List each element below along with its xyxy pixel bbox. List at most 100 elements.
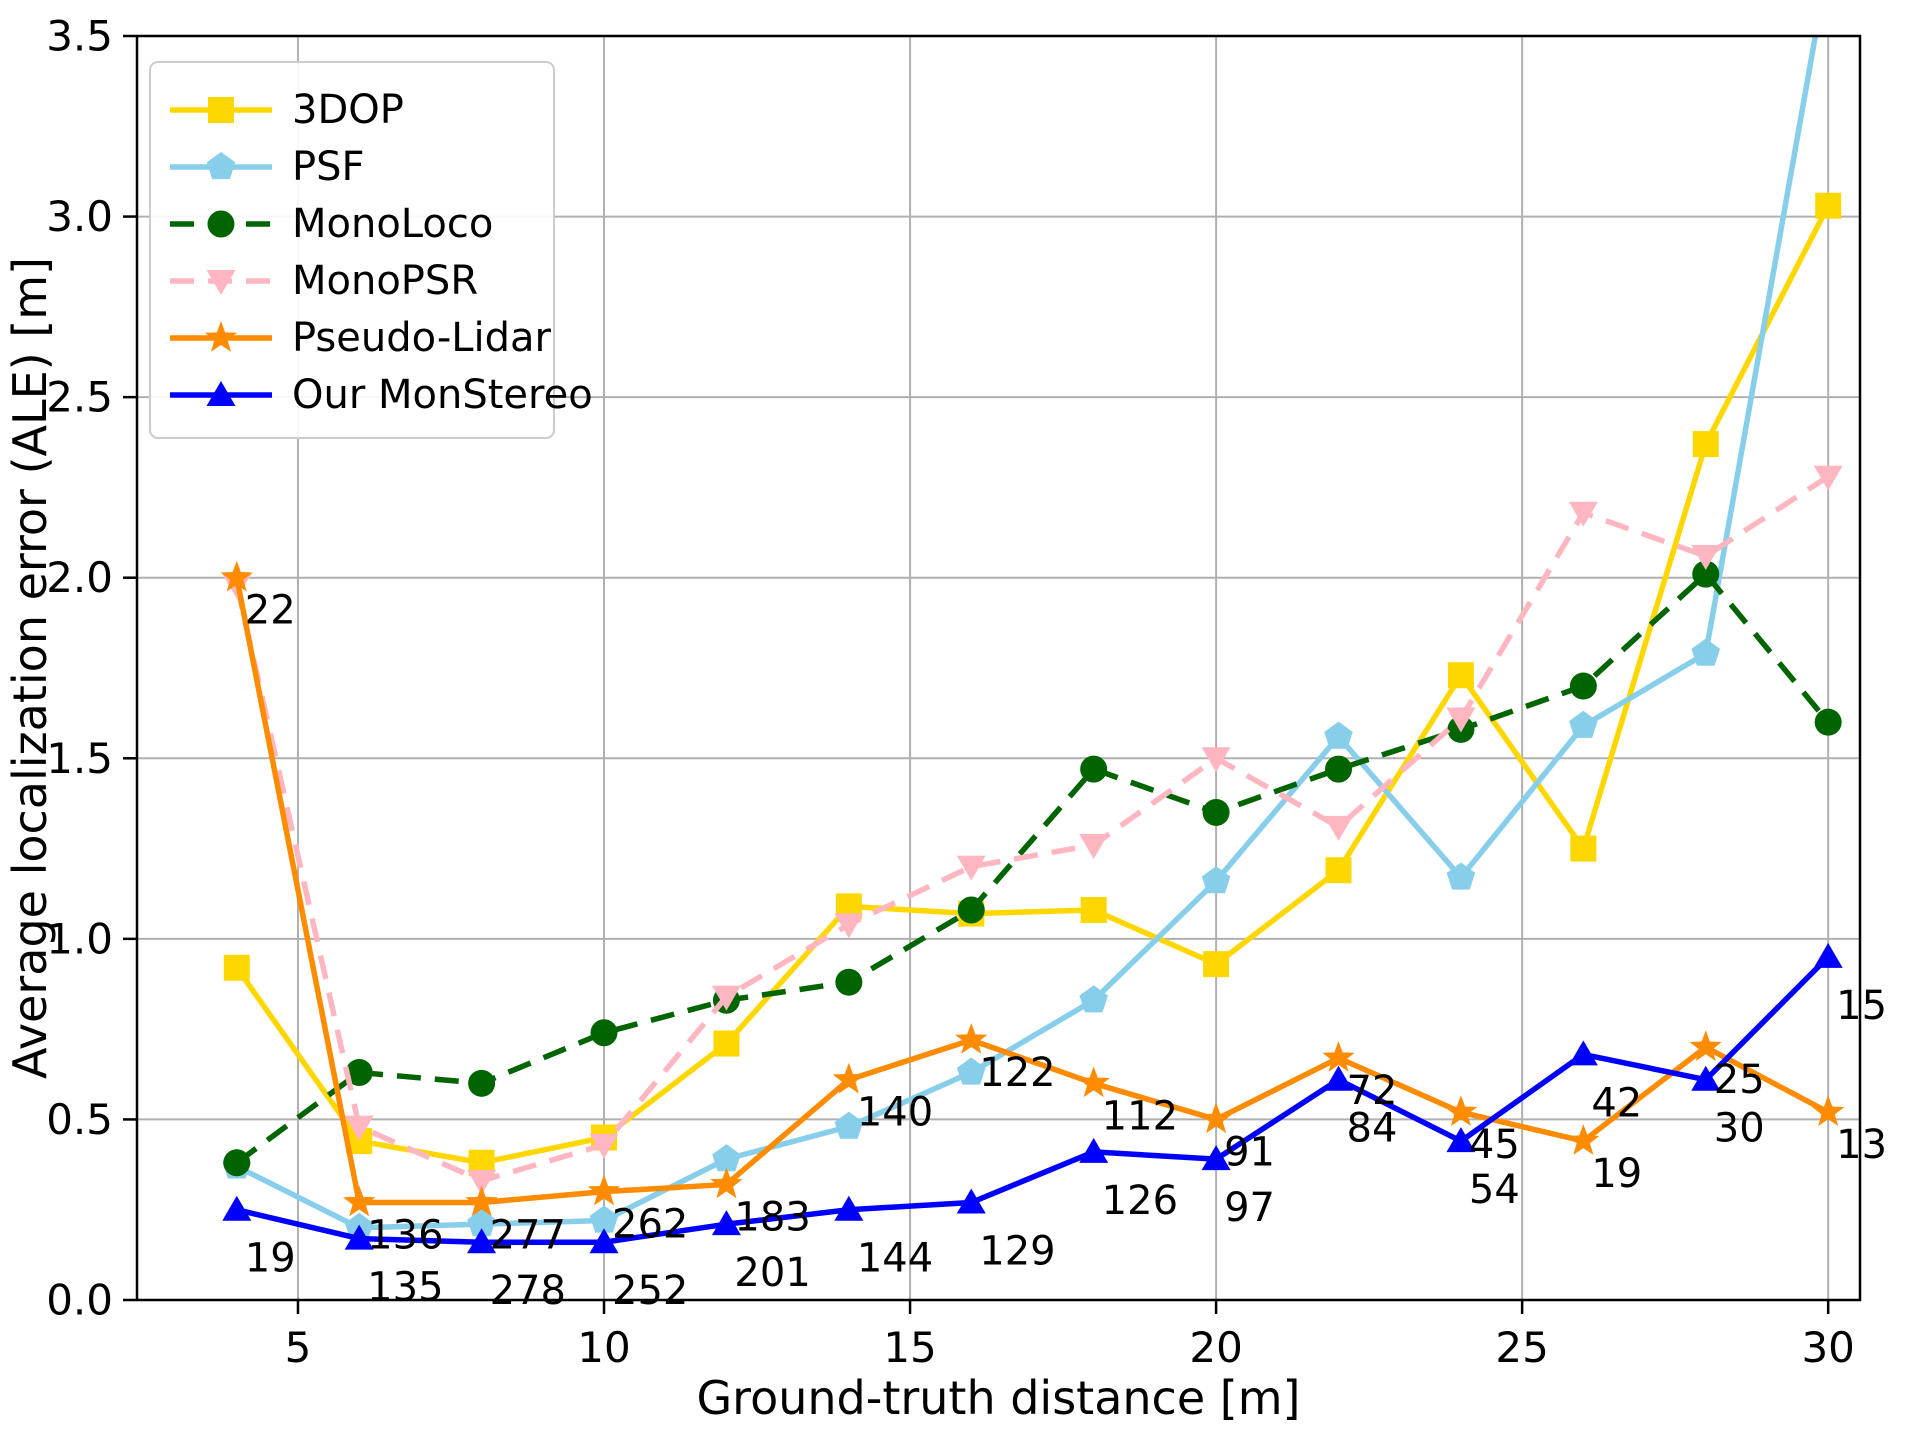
data-point-6 xyxy=(345,1058,373,1086)
legend-item-our-monstereo: Our MonStereo xyxy=(170,372,593,418)
data-point-22 xyxy=(1324,815,1354,841)
series-line xyxy=(235,36,1819,1231)
data-point-24 xyxy=(1447,662,1474,689)
count-label-pseudo-lidar-6: 136 xyxy=(367,1212,443,1258)
count-annotations: 22 19 136 135 277 278 262 252 183 201 140 144 122 129… xyxy=(245,588,1887,1315)
series-line xyxy=(234,474,1830,1184)
data-point-28 xyxy=(1692,560,1720,588)
data-point-16 xyxy=(956,855,986,881)
y-tick-label-3: 3.0 xyxy=(46,192,113,241)
count-label-monstereo-26: 42 xyxy=(1591,1080,1642,1126)
count-label-monstereo-24: 54 xyxy=(1469,1167,1520,1213)
count-label-pseudo-lidar-14: 140 xyxy=(857,1090,933,1136)
count-label-monstereo-20: 97 xyxy=(1224,1185,1275,1231)
data-point-26 xyxy=(1568,501,1598,527)
data-point-20 xyxy=(1199,1102,1233,1134)
data-point-18 xyxy=(1080,896,1107,923)
count-label-monstereo-28: 30 xyxy=(1714,1106,1765,1152)
count-label-monstereo-22: 84 xyxy=(1347,1106,1398,1152)
data-point-24 xyxy=(1446,862,1476,890)
y-tick-label-1.5: 1.5 xyxy=(46,734,113,783)
count-label-pseudo-lidar-12: 183 xyxy=(734,1194,810,1240)
data-point-18 xyxy=(1077,1066,1110,1098)
data-point-14 xyxy=(834,1195,864,1221)
data-point-26 xyxy=(1569,672,1597,700)
data-point-20 xyxy=(1203,951,1230,978)
y-tick-label-0.5: 0.5 xyxy=(46,1095,113,1144)
count-label-pseudo-lidar-8: 277 xyxy=(490,1212,566,1258)
data-point-18 xyxy=(1079,985,1108,1013)
count-label-monstereo-12: 201 xyxy=(734,1250,810,1296)
data-point-8 xyxy=(467,1169,497,1195)
count-label-pseudo-lidar-10: 262 xyxy=(612,1202,688,1248)
data-point-26 xyxy=(1569,710,1598,738)
count-label-monstereo-8: 278 xyxy=(490,1268,566,1314)
data-point-4 xyxy=(220,560,253,592)
legend-label: 3DOP xyxy=(292,87,404,133)
legend-label: Our MonStereo xyxy=(292,372,593,418)
legend-item-3dop: 3DOP xyxy=(170,87,404,133)
x-tick-label-30: 30 xyxy=(1801,1323,1854,1372)
tick-labels: 5 10 15 20 25 300.00.51.01.52.02.53.03.5 xyxy=(46,12,1855,1373)
data-point-22 xyxy=(1324,721,1353,749)
series-monopsr xyxy=(222,465,1843,1195)
legend-item-pseudo-lidar: Pseudo-Lidar xyxy=(170,315,552,361)
data-point-28 xyxy=(1692,431,1719,458)
count-label-monstereo-10: 252 xyxy=(612,1268,688,1314)
data-point-10 xyxy=(589,1133,619,1159)
count-label-pseudo-lidar-30: 13 xyxy=(1836,1122,1887,1168)
y-tick-label-0: 0.0 xyxy=(46,1276,113,1325)
data-point-30 xyxy=(1815,192,1842,219)
y-tick-label-3.5: 3.5 xyxy=(46,12,113,61)
data-point-14 xyxy=(832,1062,866,1094)
data-point-30 xyxy=(1813,942,1843,968)
series-line xyxy=(236,954,1831,1245)
data-point-28 xyxy=(1691,1065,1721,1091)
count-label-monstereo-30: 15 xyxy=(1836,983,1887,1029)
data-point-14 xyxy=(835,968,863,996)
count-label-monstereo-4: 19 xyxy=(245,1236,296,1282)
tick-marks xyxy=(123,34,1830,1314)
count-label-pseudo-lidar-22: 72 xyxy=(1347,1068,1398,1114)
legend-marker-triangle-down-icon xyxy=(206,270,236,295)
data-point-22 xyxy=(1322,1041,1355,1072)
data-point-16 xyxy=(956,1057,986,1085)
count-label-monstereo-14: 144 xyxy=(857,1236,933,1282)
y-axis-label: Average localization error (ALE) [m] xyxy=(3,257,57,1079)
x-tick-label-25: 25 xyxy=(1495,1323,1548,1372)
data-point-6 xyxy=(344,1115,374,1141)
data-point-16 xyxy=(956,1188,986,1214)
count-label-pseudo-lidar-4: 22 xyxy=(245,588,296,634)
data-point-28 xyxy=(1691,545,1721,571)
data-point-18 xyxy=(1080,755,1108,783)
data-point-22 xyxy=(1324,1065,1354,1091)
data-point-24 xyxy=(1446,707,1476,733)
series-line xyxy=(235,571,1831,1165)
legend-marker-circle-icon xyxy=(207,210,235,238)
data-point-28 xyxy=(1691,638,1721,666)
data-point-12 xyxy=(713,1030,740,1057)
y-tick-label-1: 1.0 xyxy=(46,914,113,963)
data-point-24 xyxy=(1444,1095,1478,1126)
count-label-pseudo-lidar-16: 122 xyxy=(979,1050,1055,1096)
data-point-26 xyxy=(1567,1124,1600,1155)
legend-item-monopsr: MonoPSR xyxy=(170,258,478,304)
legend-marker-pentagon-icon xyxy=(206,152,236,180)
data-point-12 xyxy=(710,1167,743,1199)
data-point-30 xyxy=(1813,465,1843,491)
legend-item-monoloco: MonoLoco xyxy=(170,201,493,247)
data-point-30 xyxy=(1812,1095,1845,1126)
data-point-26 xyxy=(1568,1040,1598,1066)
legend-label: MonoPSR xyxy=(292,258,478,304)
count-label-monstereo-18: 126 xyxy=(1102,1178,1178,1224)
count-label-monstereo-16: 129 xyxy=(979,1228,1055,1274)
count-label-pseudo-lidar-26: 19 xyxy=(1591,1151,1642,1197)
legend-label: PSF xyxy=(292,144,365,190)
data-point-10 xyxy=(587,1174,621,1206)
data-point-20 xyxy=(1201,747,1231,773)
data-point-20 xyxy=(1202,798,1230,826)
series-our-monstereo xyxy=(222,942,1843,1254)
data-point-12 xyxy=(711,1210,741,1236)
series-line xyxy=(234,204,1831,1166)
series-line xyxy=(234,577,1830,1206)
